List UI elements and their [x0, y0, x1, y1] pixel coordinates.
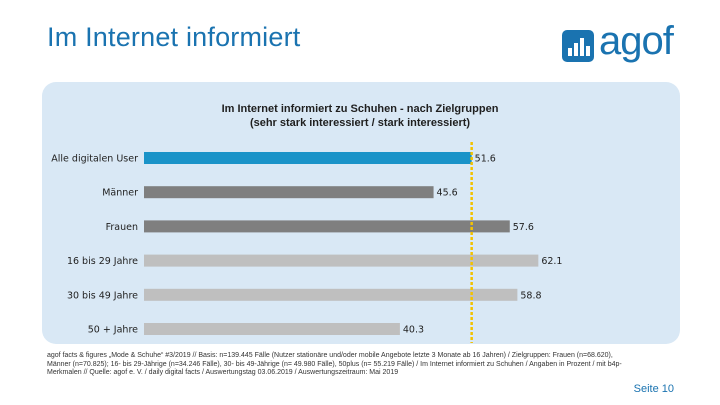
- category-label: 16 bis 29 Jahre: [67, 256, 138, 267]
- bar: [144, 323, 400, 335]
- category-label: 50 + Jahre: [88, 325, 138, 336]
- chart-title-line: Im Internet informiert zu Schuhen - nach…: [221, 103, 499, 115]
- bar: [144, 220, 510, 233]
- page-number: Seite 10: [633, 383, 674, 395]
- value-label: 58.8: [520, 290, 541, 301]
- chart-title: Im Internet informiert zu Schuhen - nach…: [140, 102, 580, 130]
- value-label: 51.6: [475, 154, 496, 165]
- value-label: 40.3: [403, 325, 424, 336]
- bar: [144, 288, 518, 301]
- bar-chart-icon: [562, 30, 594, 62]
- logo-wordmark: agof: [599, 19, 674, 63]
- value-label: 62.1: [541, 256, 562, 267]
- bar: [144, 152, 472, 164]
- value-label: 45.6: [437, 188, 458, 199]
- category-label: Alle digitalen User: [51, 154, 138, 165]
- category-label: 30 bis 49 Jahre: [67, 290, 138, 301]
- bar: [144, 254, 539, 267]
- agof-logo: agof: [562, 19, 680, 68]
- category-label: Männer: [102, 188, 138, 199]
- value-label: 57.6: [513, 222, 534, 233]
- category-label: Frauen: [106, 222, 138, 233]
- page-title: Im Internet informiert: [47, 22, 301, 52]
- labels-group: Alle digitalen User 51.6 Männer 45.6 Frauen 5…: [51, 154, 562, 336]
- footnote: agof facts & figures „Mode & Schuhe“ #3/…: [47, 352, 622, 377]
- chart-subtitle: (sehr stark interessiert / stark interes…: [249, 117, 471, 129]
- bars-group: [144, 152, 539, 335]
- bar: [144, 186, 434, 199]
